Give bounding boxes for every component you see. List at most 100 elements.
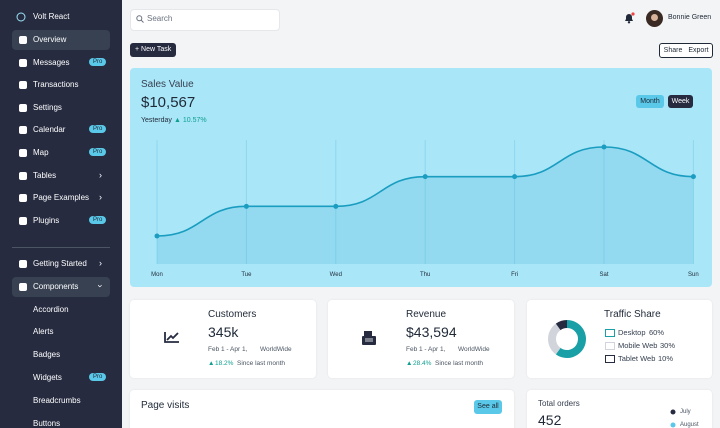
nav-icon: [19, 103, 27, 112]
sales-point: [422, 174, 428, 180]
stat-region: WorldWide: [260, 346, 292, 353]
nav-label[interactable]: Calendar: [33, 125, 66, 135]
x-tick-label: Mon: [151, 272, 163, 278]
donut-segment: [548, 323, 561, 355]
user-name[interactable]: Bonnie Green: [668, 14, 712, 21]
nav-badge: Pro: [89, 125, 107, 134]
legend-icon: [605, 342, 615, 350]
nav-icon: [19, 58, 27, 67]
nav-badge: Pro: [89, 148, 107, 156]
nav-label[interactable]: Settings: [33, 102, 62, 112]
traffic-title: Traffic Share: [604, 309, 661, 320]
nav-label[interactable]: Alerts: [33, 327, 54, 337]
stat-change-value: 28.4%: [413, 360, 432, 367]
nav-label[interactable]: Messages: [33, 57, 70, 67]
avatar[interactable]: [646, 10, 663, 27]
search-box[interactable]: [130, 9, 280, 31]
legend-value: 10%: [658, 354, 674, 363]
sidebar-divider: [12, 247, 110, 248]
toggle-month[interactable]: Month: [636, 95, 664, 108]
nav-badge: Pro: [89, 373, 107, 381]
sales-point: [154, 233, 160, 239]
stat-value: 345k: [208, 324, 239, 340]
nav-badge: Pro: [89, 215, 107, 224]
active-item-bg[interactable]: [12, 276, 110, 297]
stat-range: Feb 1 - Apr 1,: [406, 346, 446, 353]
sales-point: [333, 203, 339, 209]
active-item-bg[interactable]: [12, 30, 110, 50]
nav-arrow: ›: [99, 192, 102, 203]
nav-icon: [19, 282, 27, 291]
orders-title: Total orders: [538, 399, 580, 408]
nav-label[interactable]: Page Examples: [33, 193, 90, 203]
export-button[interactable]: Export: [685, 43, 713, 58]
customers-card: [130, 300, 316, 378]
nav-arrow: ›: [99, 169, 102, 180]
legend-name: Desktop: [618, 328, 646, 337]
legend-july: July: [680, 409, 691, 415]
legend-dot-august: [670, 422, 676, 428]
page-visits-title: Page visits: [141, 400, 190, 411]
sales-period: Yesterday: [141, 117, 172, 124]
sidebar: [0, 0, 122, 428]
nav-icon: [19, 260, 27, 268]
nav-label[interactable]: Breadcrumbs: [33, 395, 81, 405]
nav-icon: [19, 171, 27, 180]
sales-point: [690, 174, 696, 180]
sales-title: Sales Value: [141, 79, 194, 90]
nav-icon: [19, 216, 27, 225]
nav-label[interactable]: Tables: [33, 170, 57, 180]
stat-range: Feb 1 - Apr 1,: [208, 346, 248, 353]
nav-label[interactable]: Transactions: [33, 80, 79, 90]
stat-title: Customers: [208, 309, 257, 320]
stat-change-value: 18.2%: [215, 360, 234, 367]
donut-segment: [555, 320, 568, 331]
stat-title: Revenue: [406, 309, 447, 320]
nav-icon: [19, 149, 27, 157]
nav-label[interactable]: Buttons: [33, 418, 61, 428]
see-all-button[interactable]: See all: [474, 400, 502, 414]
search-placeholder: Search: [147, 14, 173, 23]
nav-arrow: ›: [95, 284, 106, 288]
orders-value: 452: [538, 412, 562, 428]
nav-arrow: ›: [99, 258, 102, 268]
legend-name: Tablet Web: [618, 354, 656, 363]
legend-dot-july: [670, 409, 676, 415]
legend-value: 30%: [660, 341, 676, 350]
sales-point: [601, 144, 607, 150]
x-tick-label: Sun: [688, 272, 699, 278]
brand-logo: [16, 12, 26, 22]
nav-badge: Pro: [89, 57, 107, 66]
stat-note: Since last month: [237, 360, 286, 367]
legend-value: 60%: [649, 328, 665, 337]
x-tick-label: Sat: [599, 272, 608, 278]
toggle-week[interactable]: Week: [668, 95, 693, 108]
nav-label[interactable]: Accordion: [33, 304, 69, 314]
x-tick-label: Wed: [330, 272, 342, 278]
revenue-card: [328, 300, 514, 378]
nav-icon: [19, 36, 27, 44]
sales-point: [243, 203, 249, 209]
nav-label[interactable]: Components: [33, 281, 79, 291]
legend-august: August: [680, 422, 699, 428]
bell[interactable]: [623, 12, 635, 24]
nav-icon: [19, 81, 27, 90]
stat-change: ▲: [208, 360, 215, 367]
new-task-button[interactable]: + New Task: [130, 43, 177, 57]
nav-label[interactable]: Getting Started: [33, 259, 87, 268]
nav-label[interactable]: Overview: [33, 35, 67, 44]
nav-label[interactable]: Widgets: [33, 373, 62, 382]
search-icon: [136, 15, 144, 23]
sales-value: $10,567: [141, 94, 196, 111]
nav-label[interactable]: Plugins: [33, 215, 60, 225]
x-tick-label: Thu: [420, 272, 430, 278]
stat-change: ▲: [406, 360, 413, 367]
nav-label[interactable]: Map: [33, 148, 49, 157]
sales-change: ▲ 10.57%: [174, 117, 207, 124]
sales-area: [157, 147, 694, 264]
nav-label[interactable]: Badges: [33, 350, 61, 360]
sales-change-value: 10.57%: [182, 117, 207, 124]
nav-icon: [19, 194, 27, 203]
